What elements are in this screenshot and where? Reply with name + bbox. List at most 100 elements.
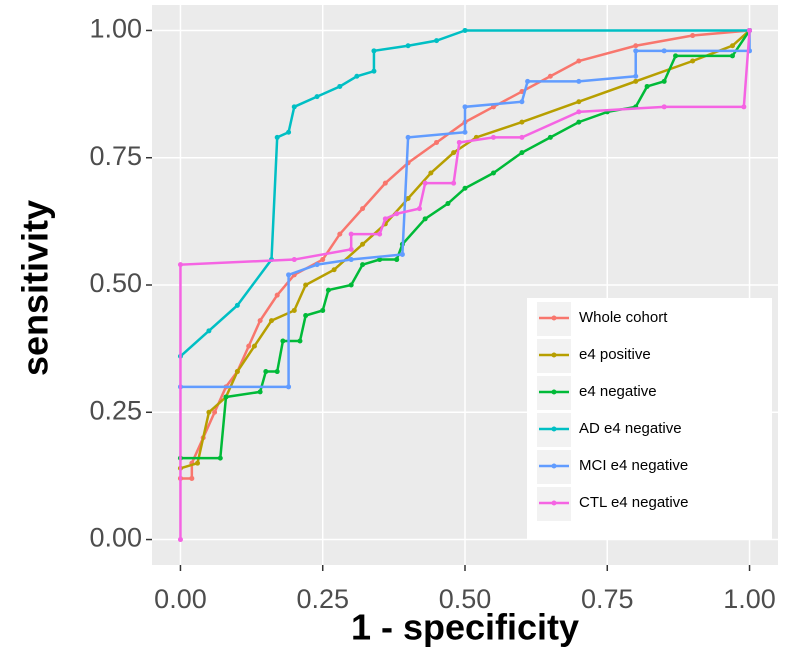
x-tick-label: 0.50 <box>439 584 492 614</box>
data-point <box>456 139 462 145</box>
data-point <box>382 180 388 186</box>
data-point <box>303 282 309 288</box>
data-point <box>286 384 292 390</box>
data-point <box>251 343 257 349</box>
data-point <box>274 369 280 375</box>
data-point <box>394 257 400 263</box>
data-point <box>371 48 377 54</box>
data-point <box>377 231 383 237</box>
data-point <box>729 53 735 59</box>
legend-label: Whole cohort <box>579 309 668 326</box>
y-tick-label: 0.25 <box>89 395 142 425</box>
y-tick-label: 0.75 <box>89 141 142 171</box>
data-point <box>314 262 320 268</box>
data-point <box>371 68 377 74</box>
data-point <box>314 94 320 100</box>
data-point <box>661 104 667 110</box>
data-point <box>223 394 229 400</box>
data-point <box>422 216 428 222</box>
legend: Whole cohort e4 positive e4 negative AD e4 … <box>527 298 772 540</box>
data-point <box>547 73 553 79</box>
data-point <box>422 180 428 186</box>
data-point <box>462 129 468 135</box>
data-point <box>405 43 411 49</box>
data-point <box>490 134 496 140</box>
data-point <box>462 185 468 191</box>
y-tick-label: 1.00 <box>89 14 142 44</box>
data-point <box>741 104 747 110</box>
data-point <box>286 272 292 278</box>
data-point <box>291 257 297 263</box>
data-point <box>360 206 366 212</box>
data-point <box>690 33 696 39</box>
data-point <box>405 195 411 201</box>
data-point <box>320 307 326 313</box>
data-point <box>189 475 195 481</box>
data-point <box>633 78 639 84</box>
data-point <box>257 389 263 395</box>
data-point <box>729 43 735 49</box>
data-point <box>434 38 440 44</box>
data-point <box>337 231 343 237</box>
data-point <box>348 231 354 237</box>
data-point <box>195 460 201 466</box>
legend-swatch-point <box>551 463 557 469</box>
data-point <box>348 282 354 288</box>
data-point <box>576 78 582 84</box>
data-point <box>462 27 468 33</box>
data-point <box>405 134 411 140</box>
legend-swatch-point <box>551 315 557 321</box>
data-point <box>661 48 667 54</box>
data-point <box>297 338 303 344</box>
data-point <box>576 99 582 105</box>
data-point <box>263 369 269 375</box>
legend-swatch-point <box>551 500 557 506</box>
x-tick-label: 0.75 <box>581 584 634 614</box>
legend-label: MCI e4 negative <box>579 457 688 474</box>
data-point <box>644 83 650 89</box>
legend-swatch-point <box>551 389 557 395</box>
data-point <box>490 170 496 176</box>
data-point <box>428 170 434 176</box>
data-point <box>348 257 354 263</box>
data-point <box>320 257 326 263</box>
legend-label: AD e4 negative <box>579 420 682 437</box>
data-point <box>303 313 309 319</box>
data-point <box>177 537 183 543</box>
data-point <box>382 216 388 222</box>
legend-label: CTL e4 negative <box>579 494 689 511</box>
data-point <box>280 338 286 344</box>
legend-label: e4 positive <box>579 346 651 363</box>
data-point <box>445 201 451 207</box>
data-point <box>434 139 440 145</box>
data-point <box>547 134 553 140</box>
legend-swatch-point <box>551 352 557 358</box>
data-point <box>274 292 280 298</box>
data-point <box>177 262 183 268</box>
data-point <box>269 318 275 324</box>
legend-label: e4 negative <box>579 383 657 400</box>
series-line <box>179 30 751 540</box>
data-point <box>394 211 400 217</box>
data-point <box>690 58 696 64</box>
x-axis-title: 1 - specificity <box>351 607 579 648</box>
data-point <box>576 58 582 64</box>
data-point <box>673 53 679 59</box>
data-point <box>360 241 366 247</box>
data-point <box>576 119 582 125</box>
data-point <box>519 119 525 125</box>
data-point <box>325 287 331 293</box>
data-point <box>633 48 639 54</box>
data-point <box>519 150 525 156</box>
data-point <box>451 150 457 156</box>
data-point <box>337 83 343 89</box>
data-point <box>212 409 218 415</box>
data-point <box>519 134 525 140</box>
data-point <box>246 343 252 349</box>
data-point <box>462 104 468 110</box>
data-point <box>747 27 753 33</box>
data-point <box>576 109 582 115</box>
data-point <box>206 328 212 334</box>
data-point <box>633 43 639 49</box>
